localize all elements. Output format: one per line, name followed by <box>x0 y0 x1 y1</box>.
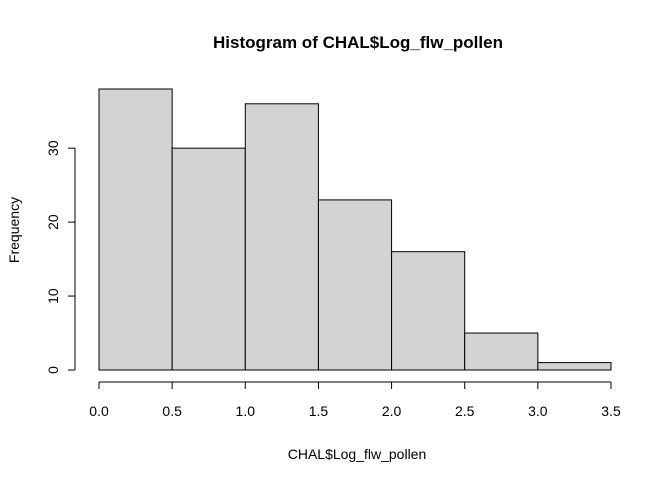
y-tick-label: 30 <box>45 140 61 156</box>
y-axis: 0 10 20 30 <box>45 140 76 374</box>
histogram-bar-1 <box>171 147 246 371</box>
x-tick-label: 1.5 <box>309 403 329 419</box>
histogram-bar-5 <box>464 332 539 371</box>
x-tick-label: 2.0 <box>382 403 402 419</box>
x-axis: 0.0 0.5 1.0 1.5 2.0 2.5 3.0 3.5 <box>89 381 621 419</box>
y-tick-label: 10 <box>45 288 61 304</box>
bars-group <box>98 88 612 371</box>
y-tick-label: 20 <box>45 214 61 230</box>
histogram-bar-6 <box>537 362 612 371</box>
x-tick-label: 0.0 <box>89 403 109 419</box>
histogram-bar-2 <box>244 103 319 371</box>
y-tick-label: 0 <box>45 366 61 374</box>
histogram-bar-4 <box>391 251 466 371</box>
x-tick-label: 1.0 <box>236 403 256 419</box>
x-tick-label: 3.0 <box>528 403 548 419</box>
x-axis-label: CHAL$Log_flw_pollen <box>288 446 427 462</box>
x-tick-label: 3.5 <box>601 403 621 419</box>
x-tick-label: 2.5 <box>455 403 475 419</box>
x-tick-label: 0.5 <box>162 403 182 419</box>
histogram-bar-3 <box>317 199 393 371</box>
y-axis-label: Frequency <box>6 197 22 263</box>
chart-title: Histogram of CHAL$Log_flw_pollen <box>213 33 503 52</box>
histogram-bar-0 <box>98 88 173 371</box>
